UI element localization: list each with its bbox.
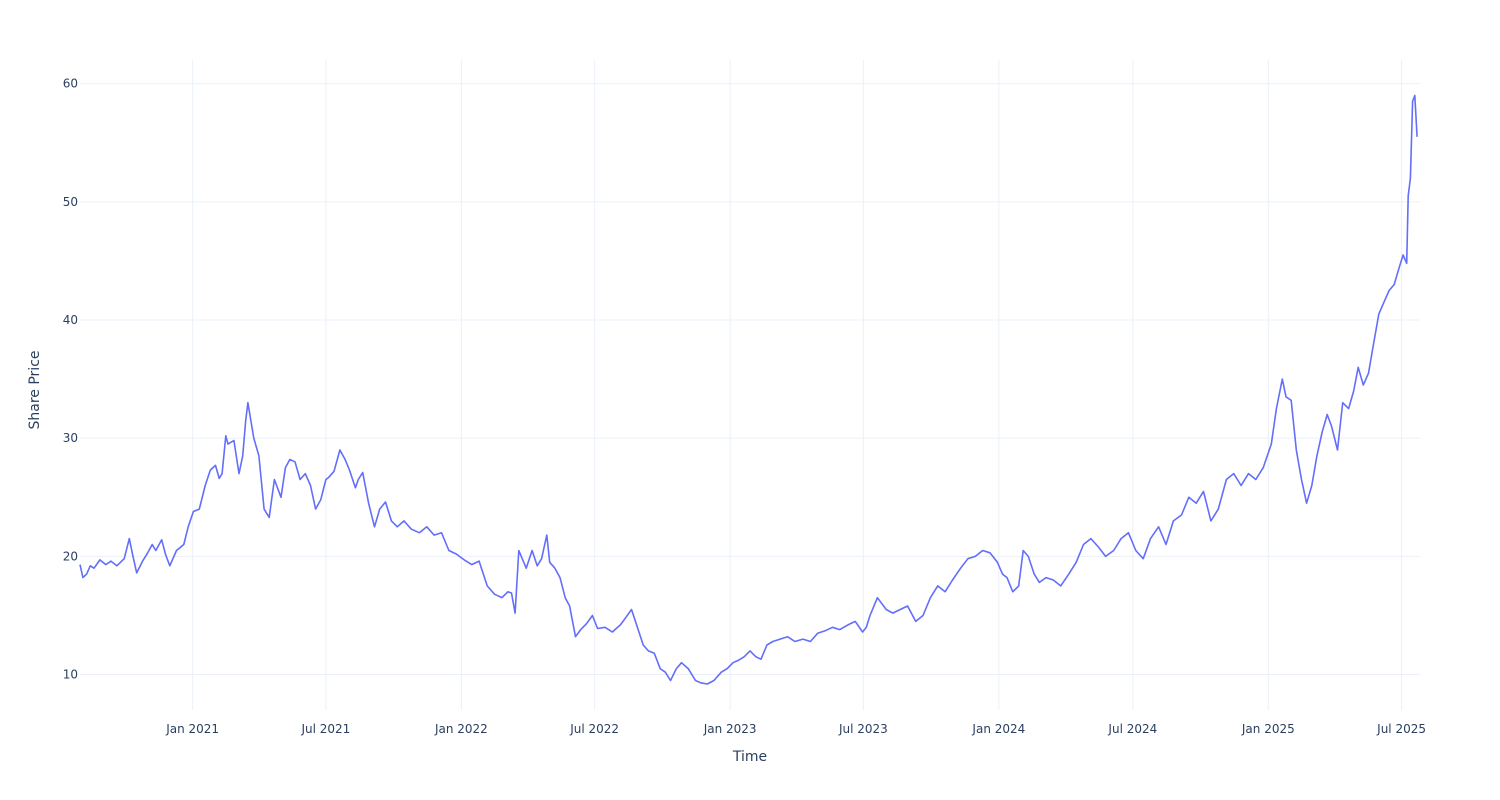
x-axis-ticks: Jan 2021 Jul 2021 Jan 2022 Jul 2022 Jan 2023… [165, 722, 1426, 736]
y-tick-label: 40 [63, 313, 78, 327]
y-tick-label: 10 [63, 668, 78, 682]
x-tick-label: Jul 2022 [569, 722, 619, 736]
y-axis-ticks: 10 20 30 40 50 60 [63, 77, 78, 682]
y-tick-label: 50 [63, 195, 78, 209]
x-tick-label: Jan 2021 [165, 722, 219, 736]
grid-lines [80, 60, 1420, 710]
share-price-series-line [79, 94, 1418, 685]
y-axis-title: Share Price [27, 350, 43, 429]
x-tick-label: Jul 2025 [1376, 722, 1426, 736]
x-axis-title: Time [732, 749, 767, 765]
series-layer [79, 94, 1418, 685]
x-tick-label: Jul 2024 [1107, 722, 1157, 736]
x-tick-label: Jul 2021 [300, 722, 350, 736]
x-tick-label: Jan 2024 [971, 722, 1025, 736]
x-tick-label: Jan 2025 [1241, 722, 1295, 736]
y-tick-label: 20 [63, 549, 78, 563]
x-tick-label: Jul 2023 [838, 722, 888, 736]
x-tick-label: Jan 2022 [434, 722, 488, 736]
x-tick-label: Jan 2023 [703, 722, 757, 736]
y-tick-label: 30 [63, 431, 78, 445]
y-tick-label: 60 [63, 77, 78, 91]
